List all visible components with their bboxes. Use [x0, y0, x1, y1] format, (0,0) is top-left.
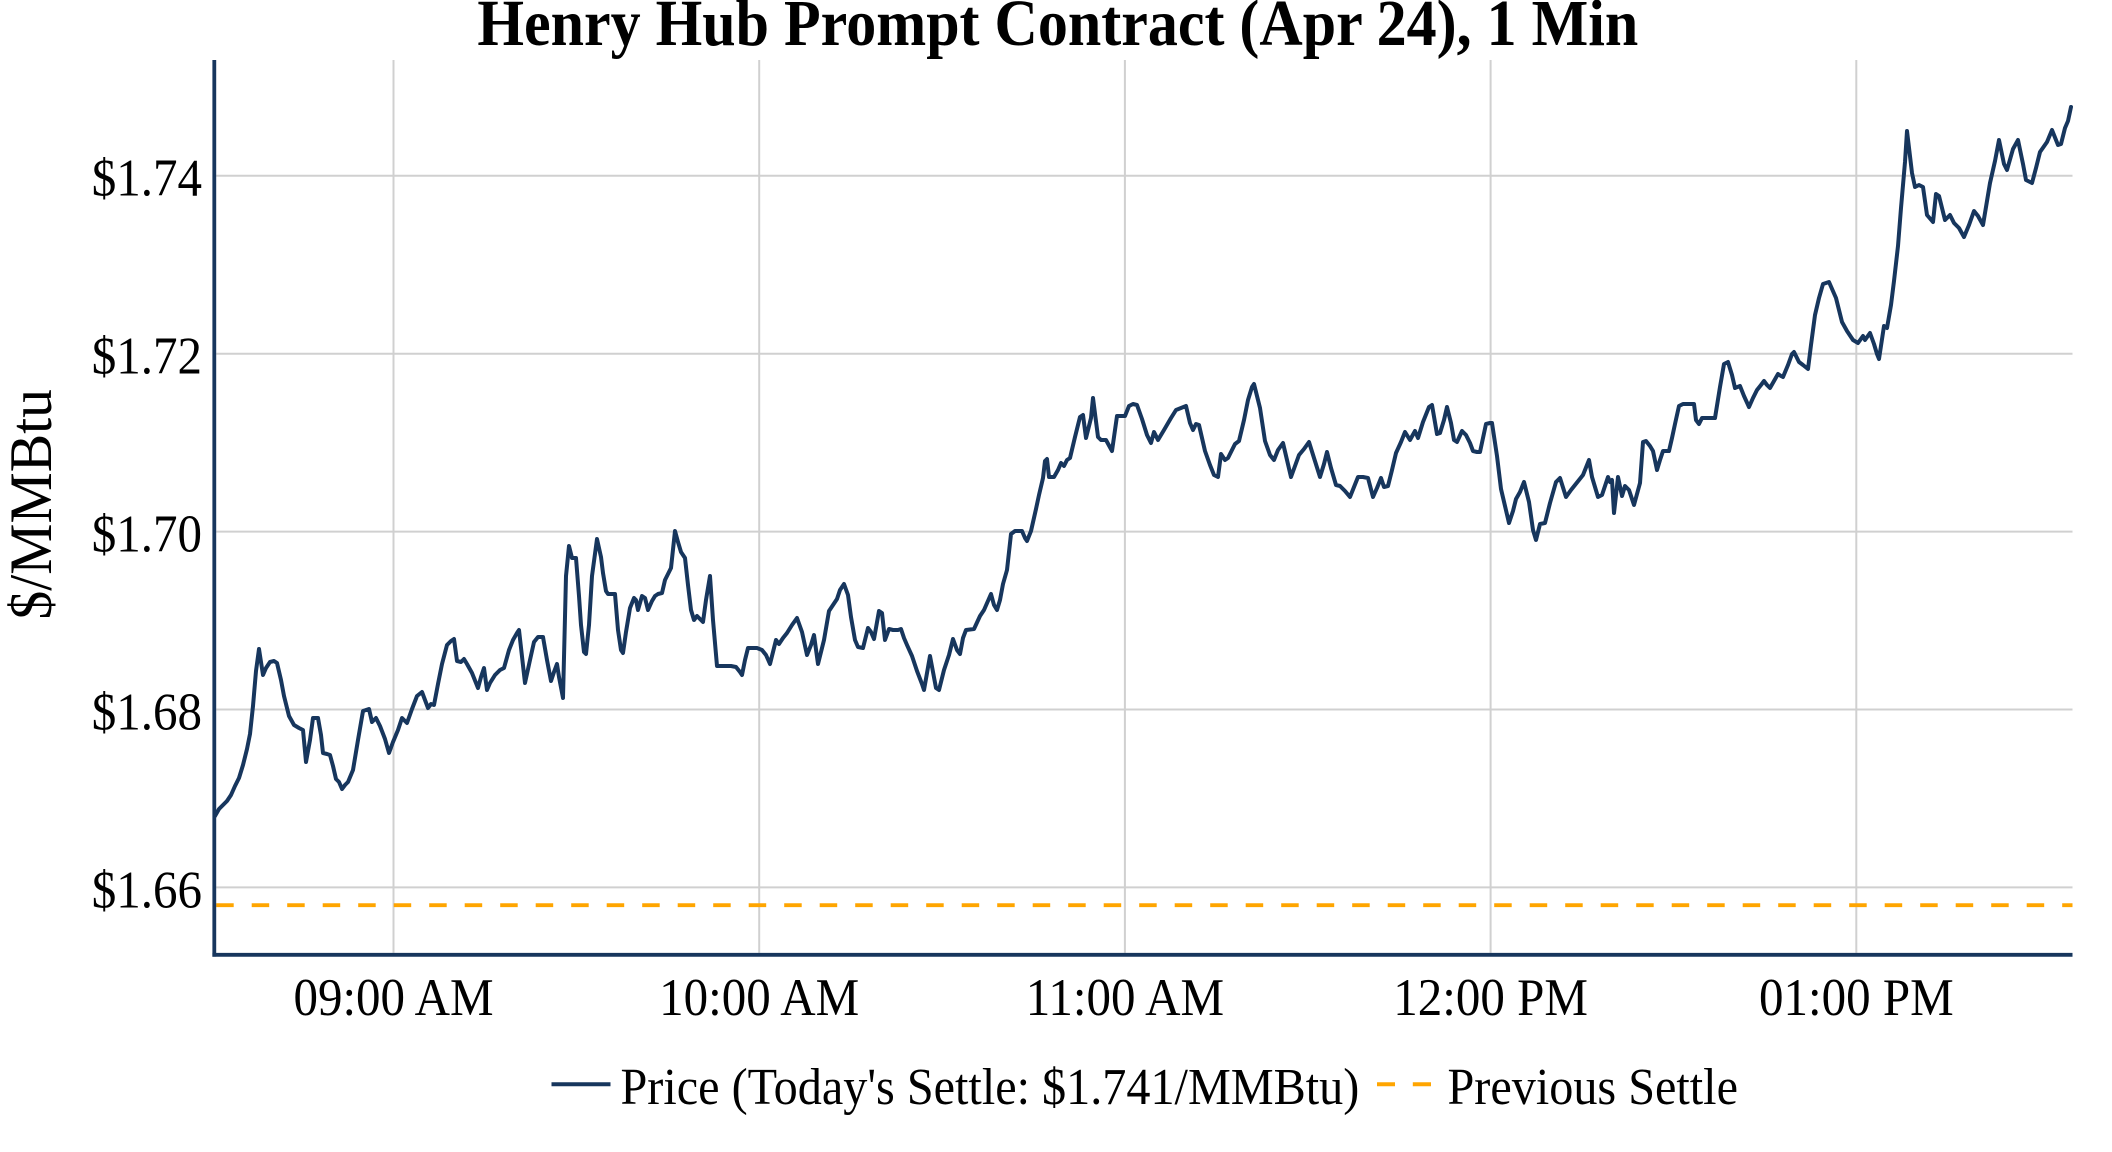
svg-text:01:00 PM: 01:00 PM [1759, 968, 1954, 1027]
svg-text:$1.74: $1.74 [92, 149, 202, 208]
svg-text:12:00 PM: 12:00 PM [1393, 968, 1588, 1027]
svg-text:$1.72: $1.72 [92, 327, 202, 386]
svg-text:$1.66: $1.66 [92, 860, 202, 919]
svg-text:Previous Settle: Previous Settle [1448, 1057, 1738, 1115]
svg-text:$1.70: $1.70 [92, 505, 202, 564]
svg-text:10:00 AM: 10:00 AM [659, 968, 859, 1027]
svg-text:11:00 AM: 11:00 AM [1026, 968, 1224, 1027]
svg-text:09:00 AM: 09:00 AM [293, 968, 493, 1027]
svg-text:$1.68: $1.68 [92, 683, 202, 742]
svg-text:$/MMBtu: $/MMBtu [0, 389, 64, 619]
svg-text:Price (Today's Settle: $1.741/: Price (Today's Settle: $1.741/MMBtu) [621, 1057, 1360, 1115]
svg-text:Henry Hub Prompt Contract (Apr: Henry Hub Prompt Contract (Apr 24), 1 Mi… [477, 0, 1638, 60]
